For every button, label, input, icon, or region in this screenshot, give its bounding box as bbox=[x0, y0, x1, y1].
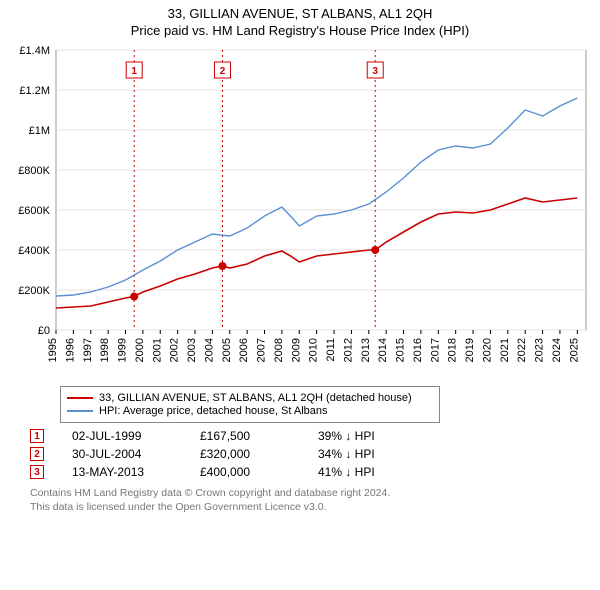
svg-text:2003: 2003 bbox=[186, 338, 198, 362]
svg-text:2010: 2010 bbox=[308, 338, 320, 362]
svg-text:2022: 2022 bbox=[516, 338, 528, 362]
svg-text:2004: 2004 bbox=[203, 338, 215, 362]
legend-label-property: 33, GILLIAN AVENUE, ST ALBANS, AL1 2QH (… bbox=[99, 392, 412, 404]
legend: 33, GILLIAN AVENUE, ST ALBANS, AL1 2QH (… bbox=[60, 386, 440, 423]
price-chart: £0 £200K £400K £600K £800K £1M £1.2M £1.4M 1995 1… bbox=[0, 40, 600, 380]
sale-row-3: 3 13-MAY-2013 £400,000 41% ↓ HPI bbox=[30, 465, 580, 479]
svg-text:2: 2 bbox=[220, 66, 226, 77]
svg-text:1995: 1995 bbox=[47, 338, 59, 362]
svg-text:£0: £0 bbox=[38, 325, 50, 337]
sale-row-2: 2 30-JUL-2004 £320,000 34% ↓ HPI bbox=[30, 447, 580, 461]
svg-text:£200K: £200K bbox=[18, 285, 50, 297]
svg-text:£1M: £1M bbox=[29, 125, 50, 137]
sale-date-3: 13-MAY-2013 bbox=[72, 465, 172, 479]
svg-text:1996: 1996 bbox=[64, 338, 76, 362]
svg-text:2014: 2014 bbox=[377, 338, 389, 362]
sale-price-2: £320,000 bbox=[200, 447, 290, 461]
svg-text:2009: 2009 bbox=[290, 338, 302, 362]
svg-text:2006: 2006 bbox=[238, 338, 250, 362]
svg-text:2023: 2023 bbox=[534, 338, 546, 362]
svg-text:3: 3 bbox=[372, 66, 378, 77]
svg-text:2000: 2000 bbox=[134, 338, 146, 362]
footer-line2: This data is licensed under the Open Gov… bbox=[30, 501, 580, 515]
svg-text:2001: 2001 bbox=[151, 338, 163, 362]
svg-text:1998: 1998 bbox=[99, 338, 111, 362]
sale-pct-1: 39% ↓ HPI bbox=[318, 429, 428, 443]
svg-text:2012: 2012 bbox=[342, 338, 354, 362]
legend-swatch-property bbox=[67, 397, 93, 399]
svg-text:2007: 2007 bbox=[256, 338, 268, 362]
sale-marker-3: 3 bbox=[30, 465, 44, 479]
sale-marker-2: 2 bbox=[30, 447, 44, 461]
svg-text:2008: 2008 bbox=[273, 338, 285, 362]
svg-text:2019: 2019 bbox=[464, 338, 476, 362]
legend-item-hpi: HPI: Average price, detached house, St A… bbox=[67, 405, 433, 417]
svg-text:2016: 2016 bbox=[412, 338, 424, 362]
svg-text:2017: 2017 bbox=[429, 338, 441, 362]
footer-line1: Contains HM Land Registry data © Crown c… bbox=[30, 487, 580, 501]
svg-text:£800K: £800K bbox=[18, 165, 50, 177]
sale-pct-2: 34% ↓ HPI bbox=[318, 447, 428, 461]
svg-text:2020: 2020 bbox=[481, 338, 493, 362]
legend-label-hpi: HPI: Average price, detached house, St A… bbox=[99, 405, 328, 417]
svg-text:2011: 2011 bbox=[325, 338, 337, 362]
svg-text:2021: 2021 bbox=[499, 338, 511, 362]
sale-pct-3: 41% ↓ HPI bbox=[318, 465, 428, 479]
chart-title-block: 33, GILLIAN AVENUE, ST ALBANS, AL1 2QH P… bbox=[0, 0, 600, 40]
title-subtitle: Price paid vs. HM Land Registry's House … bbox=[0, 23, 600, 38]
svg-text:2005: 2005 bbox=[221, 338, 233, 362]
svg-text:2024: 2024 bbox=[551, 338, 563, 362]
sale-date-1: 02-JUL-1999 bbox=[72, 429, 172, 443]
svg-text:2002: 2002 bbox=[169, 338, 181, 362]
sale-row-1: 1 02-JUL-1999 £167,500 39% ↓ HPI bbox=[30, 429, 580, 443]
svg-text:1999: 1999 bbox=[117, 338, 129, 362]
sales-table: 1 02-JUL-1999 £167,500 39% ↓ HPI 2 30-JU… bbox=[30, 429, 580, 479]
title-address: 33, GILLIAN AVENUE, ST ALBANS, AL1 2QH bbox=[0, 6, 600, 21]
chart-svg: £0 £200K £400K £600K £800K £1M £1.2M £1.4M 1995 1… bbox=[0, 40, 600, 380]
svg-text:£600K: £600K bbox=[18, 205, 50, 217]
legend-item-property: 33, GILLIAN AVENUE, ST ALBANS, AL1 2QH (… bbox=[67, 392, 433, 404]
svg-text:1: 1 bbox=[131, 66, 137, 77]
svg-text:£1.4M: £1.4M bbox=[19, 45, 50, 57]
sale-date-2: 30-JUL-2004 bbox=[72, 447, 172, 461]
sale-marker-1: 1 bbox=[30, 429, 44, 443]
svg-text:2013: 2013 bbox=[360, 338, 372, 362]
sale-price-3: £400,000 bbox=[200, 465, 290, 479]
footer-attribution: Contains HM Land Registry data © Crown c… bbox=[30, 487, 580, 514]
svg-text:£1.2M: £1.2M bbox=[19, 85, 50, 97]
svg-text:1997: 1997 bbox=[82, 338, 94, 362]
legend-swatch-hpi bbox=[67, 410, 93, 412]
sale-price-1: £167,500 bbox=[200, 429, 290, 443]
svg-text:2015: 2015 bbox=[395, 338, 407, 362]
svg-text:2025: 2025 bbox=[568, 338, 580, 362]
svg-text:£400K: £400K bbox=[18, 245, 50, 257]
svg-text:2018: 2018 bbox=[447, 338, 459, 362]
